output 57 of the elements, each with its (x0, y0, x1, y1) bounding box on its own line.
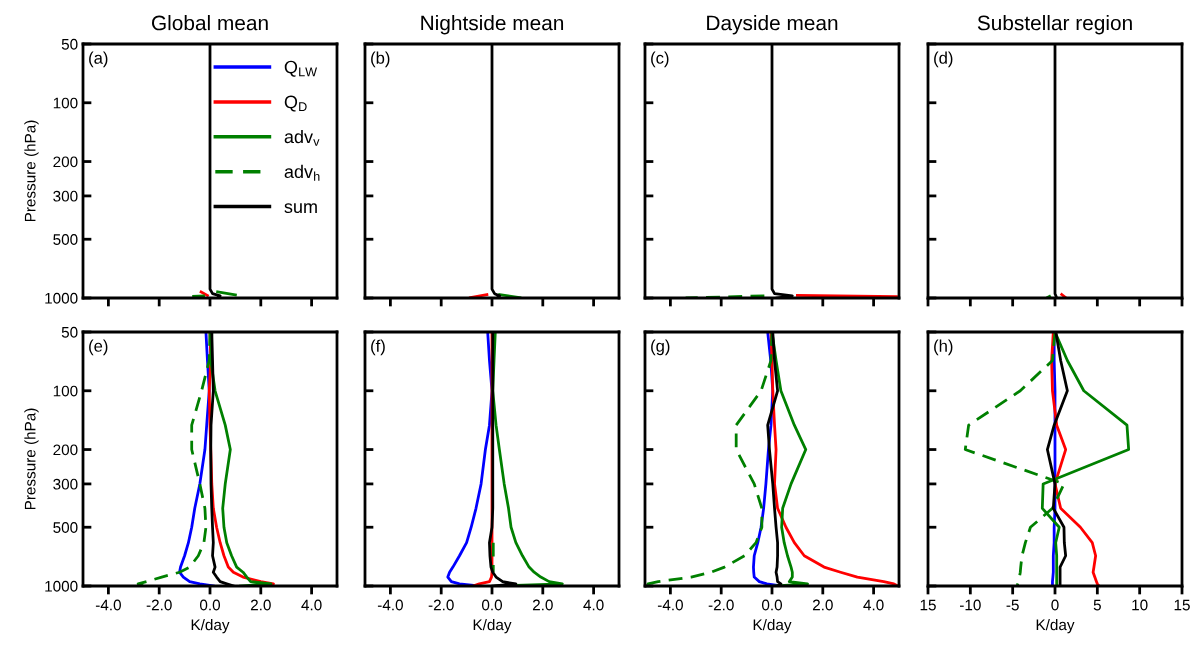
annotation: (f) (371, 339, 385, 356)
annotation: (g) (651, 339, 670, 356)
x-tick-label: 4.0 (863, 599, 884, 611)
x-tick-label: -2.0 (428, 599, 454, 611)
y-tick-label: 200 (53, 444, 78, 456)
x-tick-label: -5 (1006, 599, 1019, 611)
y-tick-label: 100 (53, 97, 78, 109)
legend-label: sum (284, 203, 317, 214)
x-tick-label: -10 (959, 599, 981, 611)
y-tick-label: 300 (53, 190, 78, 202)
annotation: (c) (651, 51, 669, 68)
legend-label: adv$_{v}$ (284, 129, 320, 146)
y-tick-label: 50 (61, 326, 78, 338)
annotation: (a) (89, 51, 108, 68)
x-tick-label: 0.0 (199, 599, 221, 611)
x-tick-label: 4.0 (583, 599, 604, 611)
chart-title: Dayside mean (707, 15, 838, 35)
chart-title: Global mean (151, 15, 268, 31)
x-axis-title: K/day (191, 618, 230, 634)
legend-label: Q$_{D}$ (284, 95, 307, 112)
x-tick-label: 5 (1093, 599, 1101, 611)
x-tick-label: 0 (1051, 599, 1059, 611)
y-tick-label: 1000 (45, 580, 78, 592)
x-tick-label: 15 (920, 599, 936, 611)
y-tick-label: 100 (53, 385, 78, 397)
y-axis-title: Pressure (hPa) (24, 120, 39, 222)
y-tick-label: 1000 (45, 292, 78, 304)
annotation: (e) (89, 339, 108, 356)
legend-label: Q$_{LW}$ (284, 60, 318, 77)
x-tick-label: 2.0 (532, 599, 553, 611)
x-tick-label: -4.0 (95, 599, 121, 611)
chart-title: Nightside mean (421, 15, 564, 35)
x-tick-label: -4.0 (657, 599, 683, 611)
x-tick-label: -2.0 (708, 599, 734, 611)
x-tick-label: 0.0 (761, 599, 783, 611)
annotation: (d) (934, 51, 953, 68)
y-tick-label: 200 (53, 156, 78, 168)
annotation: (b) (371, 51, 390, 68)
x-tick-label: 2.0 (812, 599, 833, 611)
x-axis-title: K/day (473, 618, 512, 634)
x-tick-label: 0.0 (481, 599, 503, 611)
y-axis-title: Pressure (hPa) (24, 408, 39, 510)
chart-title: Substellar region (977, 15, 1132, 35)
x-tick-label: 10 (1132, 599, 1148, 611)
x-axis-title: K/day (753, 618, 792, 634)
x-axis-title: K/day (1036, 618, 1075, 634)
x-tick-label: 4.0 (301, 599, 322, 611)
y-tick-label: 300 (53, 478, 78, 490)
x-tick-label: -2.0 (146, 599, 172, 611)
y-tick-label: 50 (61, 38, 78, 50)
x-tick-label: -4.0 (377, 599, 403, 611)
y-tick-label: 500 (53, 234, 78, 245)
legend-label: adv$_{h}$ (284, 164, 320, 181)
x-tick-label: 15 (1174, 599, 1190, 611)
x-tick-label: 2.0 (250, 599, 271, 611)
annotation: (h) (934, 339, 953, 356)
y-tick-label: 500 (53, 522, 78, 533)
